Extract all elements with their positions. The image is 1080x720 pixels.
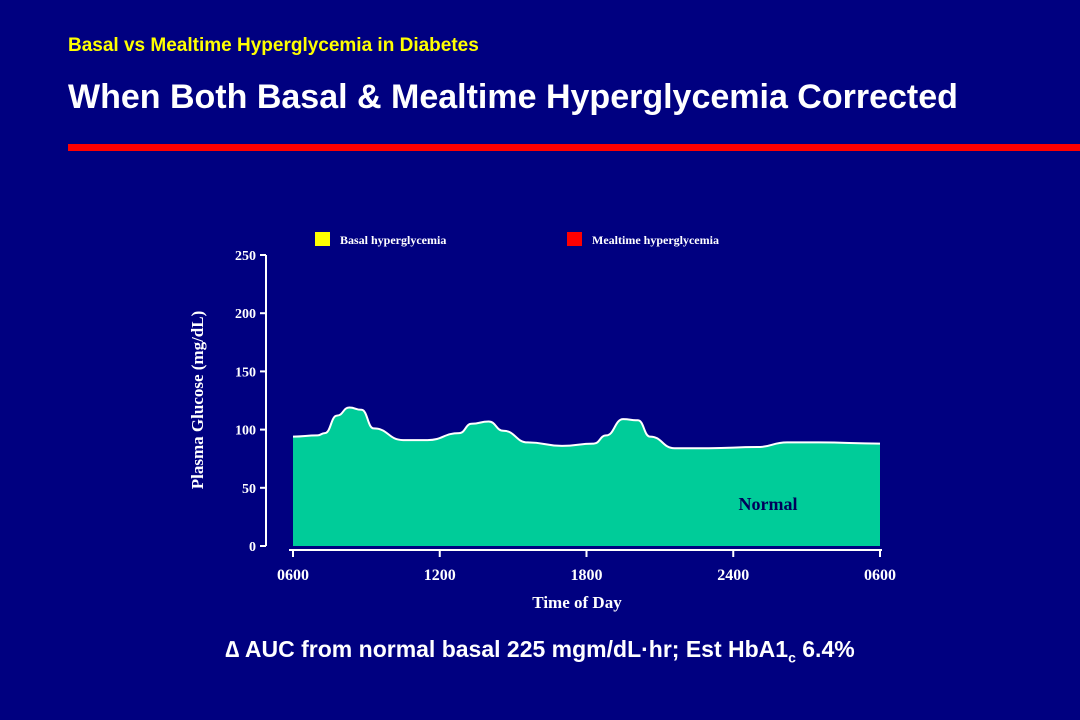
x-tick-label: 0600 <box>864 567 896 584</box>
legend-swatch <box>315 232 330 246</box>
legend-label: Basal hyperglycemia <box>340 233 446 247</box>
slide-subtitle: Basal vs Mealtime Hyperglycemia in Diabe… <box>68 35 479 56</box>
y-tick-label: 50 <box>242 482 256 497</box>
y-tick-label: 250 <box>235 249 256 264</box>
y-axis-label: Plasma Glucose (mg/dL) <box>188 311 207 490</box>
chart-legend: Basal hyperglycemia Mealtime hyperglycemi… <box>315 232 719 247</box>
auc-footnote: ∆ AUC from normal basal 225 mgm/dL·hr; E… <box>0 636 1080 666</box>
delta-symbol: ∆ <box>225 636 240 662</box>
x-tick-label: 1800 <box>571 567 603 584</box>
y-tick-label: 100 <box>235 424 256 439</box>
slide-title: When Both Basal & Mealtime Hyperglycemia… <box>68 78 958 116</box>
title-divider <box>68 144 1080 151</box>
y-tick-label: 150 <box>235 365 256 380</box>
legend-label: Mealtime hyperglycemia <box>592 233 719 247</box>
x-tick-label: 1200 <box>424 567 456 584</box>
y-tick-label: 200 <box>235 307 256 322</box>
footnote-subscript: c <box>788 649 796 666</box>
x-tick-label: 2400 <box>717 567 749 584</box>
footnote-end: 6.4% <box>802 636 855 662</box>
x-axis-label: Time of Day <box>532 593 622 612</box>
footnote-main: AUC from normal basal 225 mgm/dL·hr; Est… <box>244 636 789 662</box>
chart-axes: 0 50 100 150 200 250 0600 1200 1800 2400 0600 <box>235 249 896 584</box>
area-layer <box>292 406 881 546</box>
normal-glucose-area <box>293 407 880 546</box>
x-tick-label: 0600 <box>277 567 309 584</box>
y-tick-label: 0 <box>249 540 256 555</box>
normal-glucose-line <box>292 406 881 450</box>
legend-swatch <box>567 232 582 246</box>
area-label-normal: Normal <box>739 494 798 514</box>
